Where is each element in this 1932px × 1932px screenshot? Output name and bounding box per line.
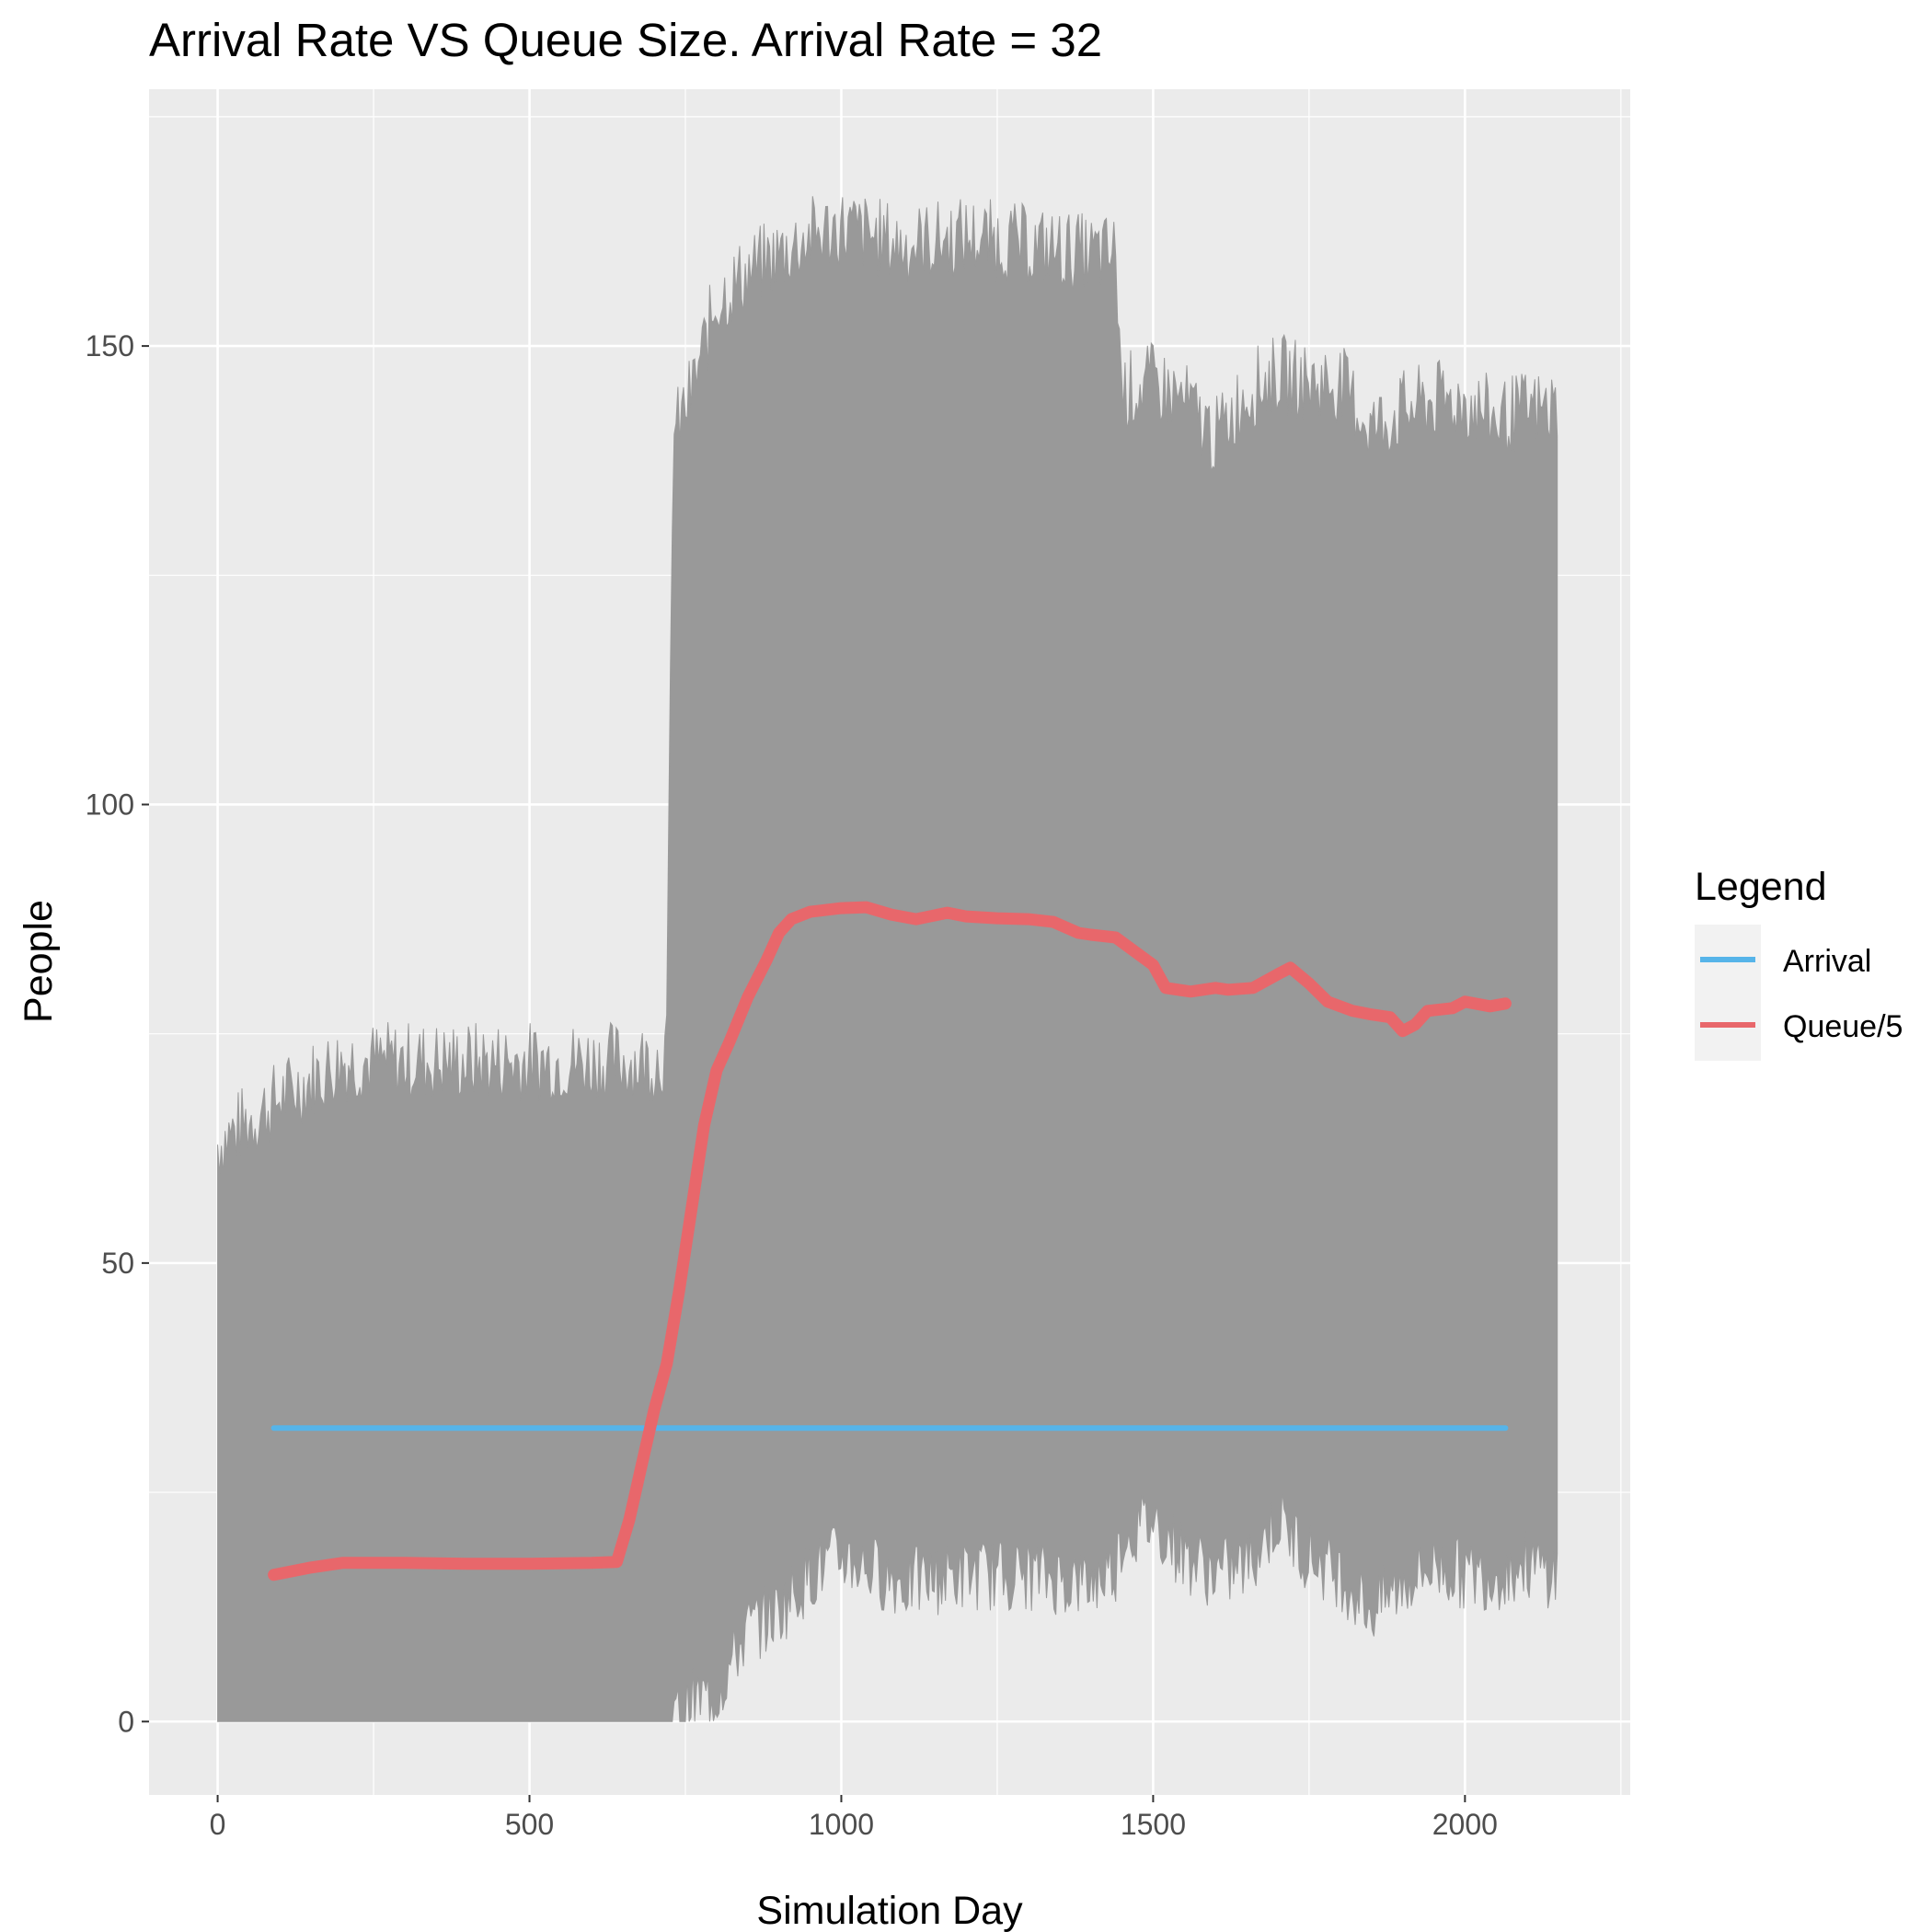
daily-range-area	[217, 196, 1558, 1722]
chart-title: Arrival Rate VS Queue Size. Arrival Rate…	[149, 14, 1103, 66]
y-axis-title: People	[17, 900, 61, 1023]
legend-title: Legend	[1695, 865, 1827, 909]
y-tick-label: 50	[101, 1247, 134, 1280]
series-line-queue-5	[268, 901, 1512, 1581]
y-axis: 0 50 100 150	[86, 329, 149, 1738]
daily-range-band	[217, 196, 1558, 1722]
series-layer	[268, 901, 1512, 1581]
x-tick-label: 0	[210, 1808, 226, 1841]
legend-label-queue: Queue/5	[1783, 1009, 1903, 1044]
y-tick-label: 150	[86, 329, 134, 362]
x-tick-label: 1000	[809, 1808, 874, 1841]
y-tick-label: 100	[86, 788, 134, 821]
x-tick-label: 2000	[1432, 1808, 1498, 1841]
legend-key-background	[1695, 925, 1761, 1061]
x-tick-label: 1500	[1121, 1808, 1186, 1841]
y-tick-label: 0	[118, 1705, 134, 1738]
x-axis: 0 500 1000 1500 2000	[210, 1795, 1498, 1841]
legend: Legend Arrival Queue/5	[1695, 865, 1903, 1061]
legend-label-arrival: Arrival	[1783, 944, 1871, 979]
x-tick-label: 500	[505, 1808, 554, 1841]
x-axis-title: Simulation Day	[756, 1889, 1023, 1932]
